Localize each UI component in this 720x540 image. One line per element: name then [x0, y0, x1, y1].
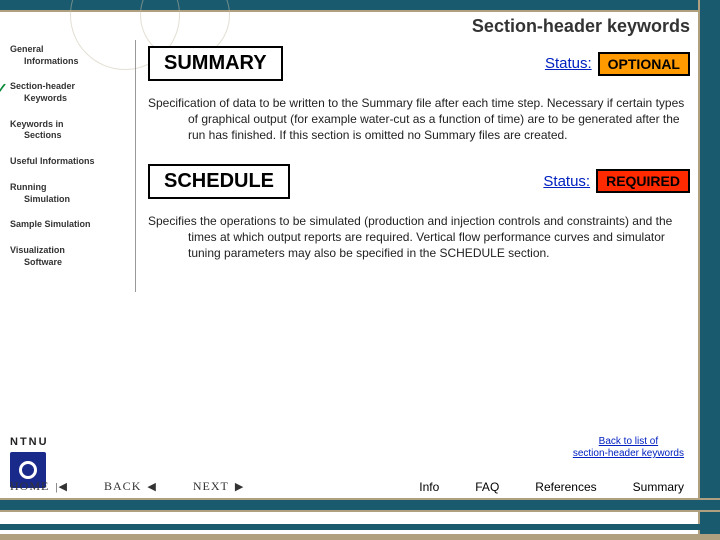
frame-stripe: [0, 524, 720, 530]
frame-stripe2: [0, 534, 720, 540]
status-label[interactable]: Status:: [545, 55, 592, 72]
back-label: BACK: [104, 479, 141, 494]
next-button[interactable]: NEXT ▶: [193, 479, 244, 494]
sidebar-item-1[interactable]: Section-headerKeywords: [10, 81, 131, 104]
status-badge: OPTIONAL: [598, 52, 690, 76]
sidebar-item-3[interactable]: Useful Informations: [10, 156, 131, 168]
sidebar: GeneralInformations Section-headerKeyword…: [6, 40, 136, 292]
keyword-block-schedule: SCHEDULE Status: REQUIRED Specifies the ope…: [148, 164, 690, 262]
home-label: HOME: [10, 479, 49, 494]
page-title: Section-header keywords: [472, 16, 690, 37]
status-badge: REQUIRED: [596, 169, 690, 193]
sidebar-item-2[interactable]: Keywords inSections: [10, 119, 131, 142]
next-icon: ▶: [235, 480, 244, 493]
back-icon: ◀: [147, 480, 156, 493]
logo-text: NTNU: [10, 436, 130, 448]
content: SUMMARY Status: OPTIONAL Specification of d…: [148, 46, 690, 281]
bottom-link-info[interactable]: Info: [419, 480, 439, 494]
back-button[interactable]: BACK ◀: [104, 479, 157, 494]
backlink-l2: section-header keywords: [573, 448, 684, 459]
navbar: HOME |◀ BACK ◀ NEXT ▶: [10, 479, 244, 494]
keyword-name: SCHEDULE: [148, 164, 290, 199]
frame-right: [700, 0, 720, 540]
sidebar-item-0[interactable]: GeneralInformations: [10, 44, 131, 67]
home-icon: |◀: [55, 480, 68, 493]
backlink-l1: Back to list of: [599, 436, 658, 447]
keyword-description: Specifies the operations to be simulated…: [148, 213, 690, 262]
bottom-link-faq[interactable]: FAQ: [475, 480, 499, 494]
sidebar-item-5[interactable]: Sample Simulation: [10, 219, 131, 231]
bottom-link-summary[interactable]: Summary: [633, 480, 684, 494]
sidebar-item-4[interactable]: RunningSimulation: [10, 182, 131, 205]
bottom-link-references[interactable]: References: [535, 480, 596, 494]
home-button[interactable]: HOME |◀: [10, 479, 68, 494]
next-label: NEXT: [193, 479, 229, 494]
back-to-list-link[interactable]: Back to list of section-header keywords: [573, 436, 684, 460]
sidebar-item-6[interactable]: VisualizationSoftware: [10, 245, 131, 268]
status-label[interactable]: Status:: [543, 173, 590, 190]
bottom-links: Info FAQ References Summary: [419, 480, 684, 494]
frame-bottom-bar: [0, 498, 720, 512]
keyword-name: SUMMARY: [148, 46, 283, 81]
keyword-description: Specification of data to be written to t…: [148, 95, 690, 144]
keyword-block-summary: SUMMARY Status: OPTIONAL Specification of d…: [148, 46, 690, 144]
